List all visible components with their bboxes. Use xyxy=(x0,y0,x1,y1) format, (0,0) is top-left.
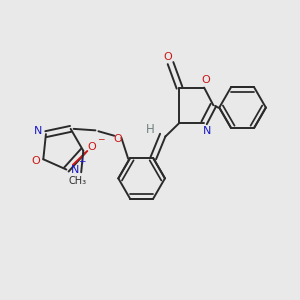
Text: +: + xyxy=(78,157,86,166)
Text: O: O xyxy=(32,156,40,166)
Text: −: − xyxy=(97,135,104,144)
Text: N: N xyxy=(203,126,211,136)
Text: N: N xyxy=(70,164,79,175)
Text: O: O xyxy=(88,142,96,152)
Text: O: O xyxy=(201,75,210,85)
Text: CH₃: CH₃ xyxy=(69,176,87,186)
Text: N: N xyxy=(33,125,42,136)
Text: H: H xyxy=(146,123,155,136)
Text: O: O xyxy=(113,134,122,144)
Text: O: O xyxy=(163,52,172,61)
